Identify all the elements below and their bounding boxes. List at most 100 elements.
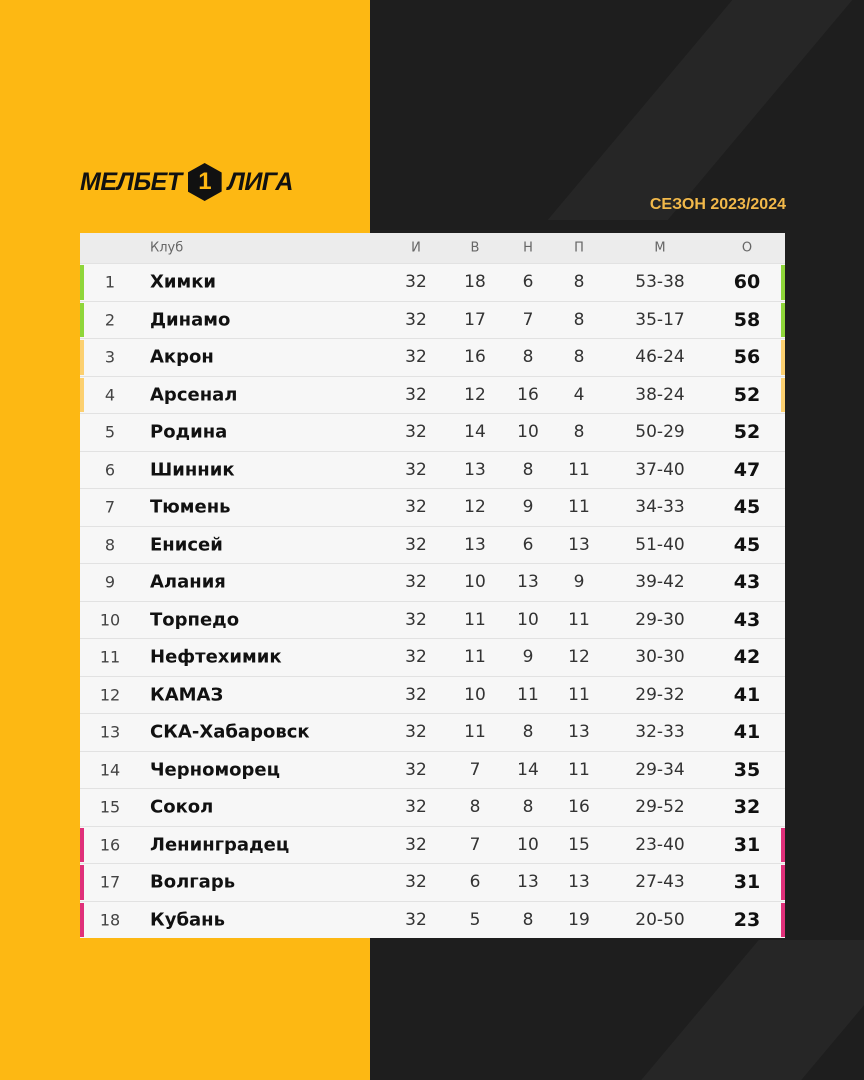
goals: 29-32 <box>635 684 685 705</box>
table-row: 17 Волгарь 32 6 13 13 27-43 31 <box>80 863 785 901</box>
league-logo: МЕЛБЕТ 1 ЛИГА <box>80 160 293 204</box>
lost: 11 <box>568 684 590 705</box>
position: 13 <box>99 722 121 742</box>
table-row: 2 Динамо 32 17 7 8 35-17 58 <box>80 300 785 338</box>
played: 32 <box>405 834 427 855</box>
club-name: Родина <box>150 421 228 443</box>
points: 60 <box>733 271 761 294</box>
position: 16 <box>99 835 121 855</box>
won: 8 <box>469 797 481 818</box>
drawn: 13 <box>517 872 539 893</box>
club-name: Черноморец <box>150 759 280 781</box>
lost: 11 <box>568 759 590 780</box>
promotion-zone-marker <box>80 302 84 337</box>
position: 3 <box>104 347 116 367</box>
points: 35 <box>733 758 761 781</box>
season-label: СЕЗОН 2023/2024 <box>649 196 786 213</box>
points: 58 <box>733 308 761 331</box>
position: 10 <box>99 610 121 630</box>
table-row: 11 Нефтехимик 32 11 9 12 30-30 42 <box>80 638 785 676</box>
position: 9 <box>104 572 116 592</box>
relegation-zone-marker <box>80 902 84 937</box>
won: 13 <box>464 534 486 555</box>
won: 7 <box>469 834 481 855</box>
lost: 13 <box>568 534 590 555</box>
played: 32 <box>405 422 427 443</box>
drawn: 8 <box>522 909 534 930</box>
position: 15 <box>99 797 121 817</box>
won: 12 <box>464 384 486 405</box>
position: 4 <box>104 385 116 405</box>
goals: 35-17 <box>635 309 685 330</box>
played: 32 <box>405 272 427 293</box>
position: 2 <box>104 310 116 330</box>
goals: 34-33 <box>635 497 685 518</box>
played: 32 <box>405 309 427 330</box>
won: 17 <box>464 309 486 330</box>
won: 10 <box>464 572 486 593</box>
drawn: 8 <box>522 722 534 743</box>
drawn: 10 <box>517 834 539 855</box>
lost: 8 <box>573 272 585 293</box>
club-name: Акрон <box>150 346 214 368</box>
table-row: 6 Шинник 32 13 8 11 37-40 47 <box>80 450 785 488</box>
lost: 16 <box>568 797 590 818</box>
header-points: О <box>741 240 753 256</box>
points: 52 <box>733 421 761 444</box>
club-name: КАМАЗ <box>150 684 224 706</box>
club-name: Торпедо <box>150 609 240 631</box>
drawn: 8 <box>522 797 534 818</box>
background-stripe <box>547 0 853 220</box>
relegation-zone-marker <box>80 865 84 900</box>
position: 1 <box>104 272 116 292</box>
table-row: 16 Ленинградец 32 7 10 15 23-40 31 <box>80 825 785 863</box>
position: 18 <box>99 910 121 930</box>
lost: 13 <box>568 722 590 743</box>
table-row: 5 Родина 32 14 10 8 50-29 52 <box>80 413 785 451</box>
played: 32 <box>405 722 427 743</box>
table-row: 12 КАМАЗ 32 10 11 11 29-32 41 <box>80 675 785 713</box>
played: 32 <box>405 609 427 630</box>
points: 47 <box>733 458 761 481</box>
promotion-zone-marker <box>80 265 84 300</box>
goals: 29-34 <box>635 759 685 780</box>
won: 12 <box>464 497 486 518</box>
points: 32 <box>733 796 761 819</box>
relegation-zone-marker <box>781 902 785 937</box>
played: 32 <box>405 647 427 668</box>
drawn: 14 <box>517 759 539 780</box>
table-header: Клуб И В Н П М О <box>80 233 785 263</box>
club-name: СКА-Хабаровск <box>150 721 310 743</box>
points: 43 <box>733 571 761 594</box>
played: 32 <box>405 909 427 930</box>
position: 11 <box>99 647 121 667</box>
played: 32 <box>405 347 427 368</box>
relegation-zone-marker <box>80 827 84 862</box>
won: 6 <box>469 872 481 893</box>
drawn: 9 <box>522 647 534 668</box>
goals: 53-38 <box>635 272 685 293</box>
table-row: 1 Химки 32 18 6 8 53-38 60 <box>80 263 785 301</box>
playoff-zone-marker <box>80 377 84 412</box>
club-name: Волгарь <box>150 871 236 893</box>
goals: 50-29 <box>635 422 685 443</box>
points: 31 <box>733 871 761 894</box>
club-name: Енисей <box>150 534 223 556</box>
header-played: И <box>411 240 421 256</box>
lost: 8 <box>573 309 585 330</box>
won: 11 <box>464 722 486 743</box>
lost: 8 <box>573 422 585 443</box>
lost: 8 <box>573 347 585 368</box>
club-name: Динамо <box>150 309 231 331</box>
position: 17 <box>99 872 121 892</box>
header-goals: М <box>654 240 666 256</box>
table-row: 4 Арсенал 32 12 16 4 38-24 52 <box>80 375 785 413</box>
played: 32 <box>405 572 427 593</box>
position: 7 <box>104 497 116 517</box>
drawn: 11 <box>517 684 539 705</box>
played: 32 <box>405 684 427 705</box>
goals: 38-24 <box>635 384 685 405</box>
goals: 20-50 <box>635 909 685 930</box>
playoff-zone-marker <box>80 340 84 375</box>
drawn: 8 <box>522 459 534 480</box>
